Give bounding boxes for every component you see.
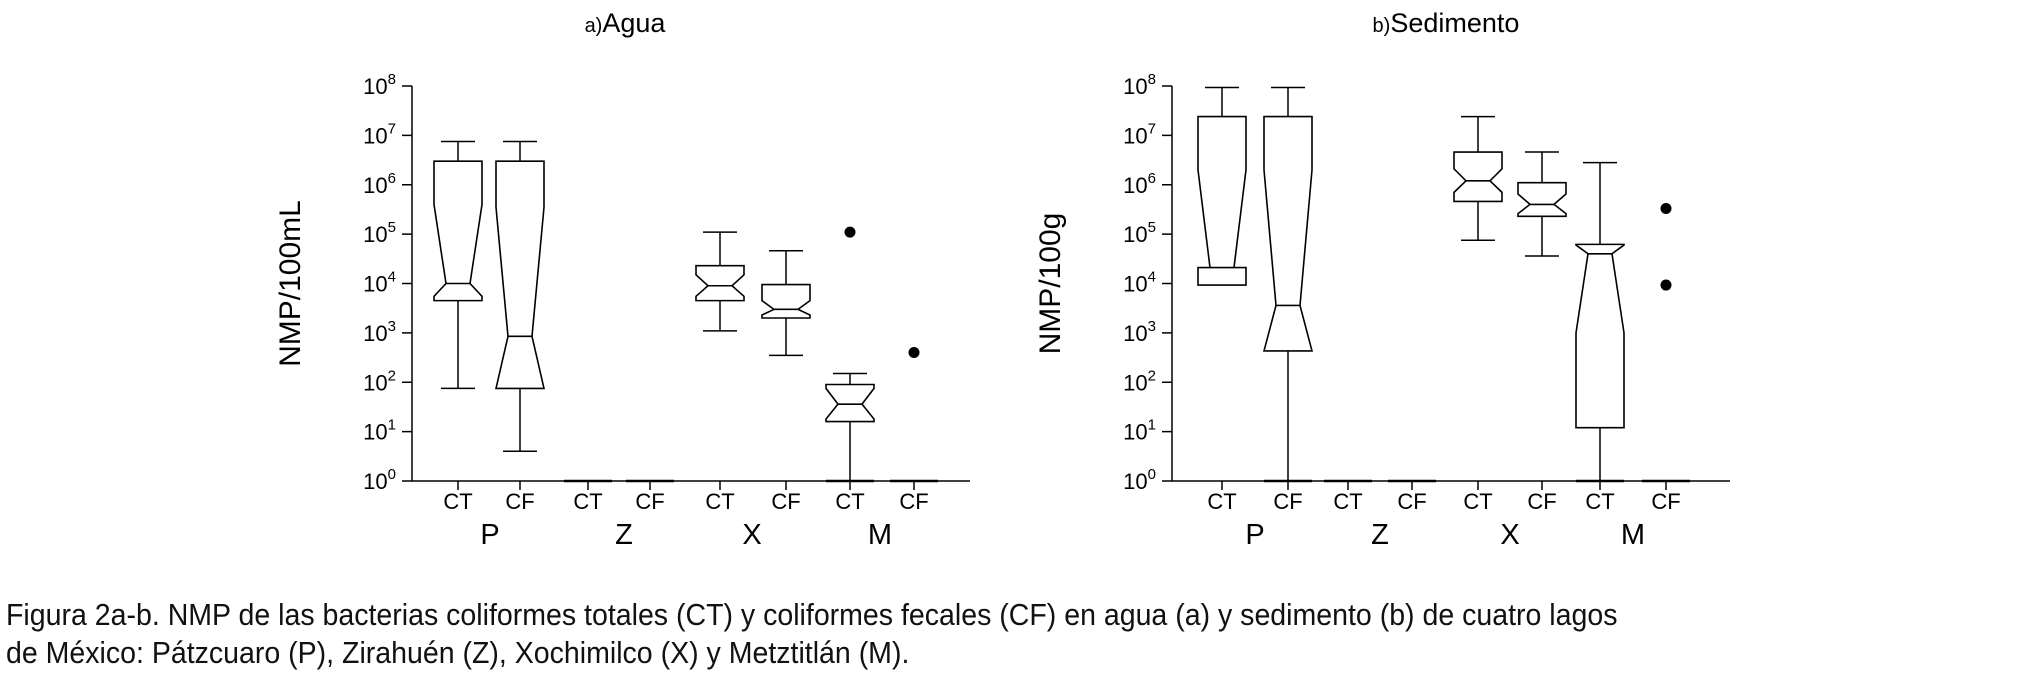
group-label-z: Z xyxy=(615,519,633,551)
box-body xyxy=(1517,181,1567,218)
box-x-ct xyxy=(695,231,745,332)
box-m-ct xyxy=(825,226,875,483)
box-body xyxy=(1575,243,1625,429)
box-body xyxy=(761,283,811,319)
box-m-cf xyxy=(1642,203,1690,483)
outlier-point xyxy=(1660,203,1672,215)
box-body xyxy=(1262,115,1314,352)
box-m-ct xyxy=(1575,161,1625,483)
box-p-cf xyxy=(494,140,546,453)
box-x-cf xyxy=(1517,151,1567,257)
x-tick-label-cf: CF xyxy=(771,489,800,514)
chart-panel-a: a)Agua NMP/100mL 100 101 102 103 104 105 106 107 1… xyxy=(274,8,970,551)
outlier-point xyxy=(908,347,920,359)
y-axis-label: NMP/100g xyxy=(1034,213,1067,355)
x-tick-label-ct: CT xyxy=(705,489,734,514)
y-tick-label: 100 xyxy=(1123,466,1156,494)
y-tick-label: 104 xyxy=(1123,269,1156,297)
y-tick-label: 104 xyxy=(363,269,396,297)
box-p-ct xyxy=(433,140,483,390)
y-tick-label: 108 xyxy=(1123,71,1156,99)
x-tick-label-ct: CT xyxy=(1463,489,1492,514)
figure-caption: Figura 2a-b. NMP de las bacterias colifo… xyxy=(6,596,1855,672)
group-label-x: X xyxy=(1500,519,1519,551)
box-p-ct xyxy=(1197,86,1247,286)
y-tick-label: 101 xyxy=(1123,417,1156,445)
box-x-ct xyxy=(1453,115,1503,242)
y-tick-label: 101 xyxy=(363,417,396,445)
x-tick-label-ct: CT xyxy=(573,489,602,514)
x-tick-label-ct: CT xyxy=(443,489,472,514)
x-tick-label-cf: CF xyxy=(1273,489,1302,514)
x-tick-label-ct: CT xyxy=(1333,489,1362,514)
y-axis-label: NMP/100mL xyxy=(274,200,307,367)
y-tick-label: 108 xyxy=(363,71,396,99)
box-x-cf xyxy=(761,250,811,357)
y-tick-label: 106 xyxy=(363,170,396,198)
group-label-z: Z xyxy=(1371,519,1389,551)
y-tick-label: 105 xyxy=(363,219,396,247)
y-tick-label: 102 xyxy=(1123,367,1156,395)
y-tick-label: 103 xyxy=(363,318,396,346)
box-body xyxy=(1197,115,1247,286)
box-body xyxy=(825,383,875,423)
caption-line-2: de México: Pátzcuaro (P), Zirahuén (Z), … xyxy=(6,635,910,670)
x-tick-label-cf: CF xyxy=(505,489,534,514)
box-body xyxy=(695,264,745,302)
y-tick-label: 107 xyxy=(1123,120,1156,148)
x-tick-label-cf: CF xyxy=(635,489,664,514)
outlier-point xyxy=(1660,279,1672,291)
y-tick-label: 102 xyxy=(363,367,396,395)
y-tick-label: 105 xyxy=(1123,219,1156,247)
x-tick-label-ct: CT xyxy=(835,489,864,514)
chart-panel-b: b)Sedimento NMP/100g 100 101 102 103 104 105 106… xyxy=(1034,8,1730,551)
y-tick-label: 107 xyxy=(363,120,396,148)
chart-title: b)Sedimento xyxy=(1373,8,1520,38)
y-tick-label: 100 xyxy=(363,466,396,494)
y-tick-label: 103 xyxy=(1123,318,1156,346)
figure: a)Agua NMP/100mL 100 101 102 103 104 105 106 107 1… xyxy=(274,8,1730,551)
box-body xyxy=(433,160,483,302)
x-tick-label-cf: CF xyxy=(1651,489,1680,514)
group-label-x: X xyxy=(742,519,761,551)
x-tick-label-cf: CF xyxy=(1397,489,1426,514)
x-tick-label-cf: CF xyxy=(1527,489,1556,514)
x-tick-label-ct: CT xyxy=(1207,489,1236,514)
chart-title: a)Agua xyxy=(585,8,667,38)
group-label-m: M xyxy=(868,519,892,551)
x-tick-label-cf: CF xyxy=(899,489,928,514)
outlier-point xyxy=(844,226,856,238)
x-tick-label-ct: CT xyxy=(1585,489,1614,514)
box-body xyxy=(1453,151,1503,203)
box-p-cf xyxy=(1262,86,1314,483)
group-label-p: P xyxy=(1245,519,1264,551)
caption-line-1: Figura 2a-b. NMP de las bacterias colifo… xyxy=(6,597,1618,632)
box-body xyxy=(494,160,546,390)
group-label-m: M xyxy=(1621,519,1645,551)
box-m-cf xyxy=(890,347,938,483)
y-tick-label: 106 xyxy=(1123,170,1156,198)
group-label-p: P xyxy=(480,519,499,551)
